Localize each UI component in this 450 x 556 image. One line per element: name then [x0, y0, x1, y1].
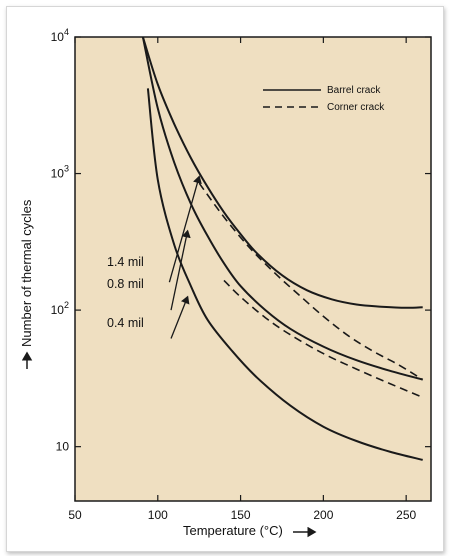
annotation-arrow-0-4-mil — [170, 295, 190, 339]
y-axis-title: Number of thermal cycles — [19, 199, 34, 347]
arrow-layer — [168, 175, 202, 339]
x-axis-title: Temperature (°C) — [183, 523, 283, 538]
figure-frame: 50 100 150 200 250 10 102 103 104 Barrel crack C… — [6, 6, 444, 552]
x-tick-label: 100 — [148, 508, 168, 522]
legend: Barrel crack Corner crack — [263, 85, 385, 113]
legend-label-corner: Corner crack — [327, 102, 385, 113]
series-line-0-8-mil-dashed — [223, 279, 424, 399]
x-tick-label: 150 — [231, 508, 251, 522]
series-layer — [141, 37, 424, 461]
plot-area — [74, 36, 432, 502]
x-tick-label: 250 — [396, 508, 416, 522]
annotation-arrow-1-4-mil — [168, 175, 202, 283]
series-line-0-4-mil-solid — [146, 88, 423, 461]
y-tick-label: 103 — [51, 164, 69, 181]
series-line-0-8-mil-solid — [141, 37, 423, 381]
thermal-cycles-chart: 50 100 150 200 250 10 102 103 104 Barrel crack C… — [19, 27, 432, 538]
annotation-1-4-mil: 1.4 mil — [107, 255, 144, 269]
annotation-0-4-mil: 0.4 mil — [107, 316, 144, 330]
y-tick-label: 104 — [51, 27, 69, 44]
series-line-1-4-mil-solid — [141, 37, 423, 309]
legend-label-barrel: Barrel crack — [327, 85, 381, 96]
y-tick-label: 102 — [51, 300, 69, 317]
annotation-0-8-mil: 0.8 mil — [107, 277, 144, 291]
x-tick-label: 200 — [313, 508, 333, 522]
y-tick-label: 10 — [56, 440, 70, 454]
x-tick-label: 50 — [68, 508, 82, 522]
tick-layer: 50 100 150 200 250 10 102 103 104 — [51, 27, 431, 522]
annotation-arrow-0-8-mil — [170, 229, 191, 311]
